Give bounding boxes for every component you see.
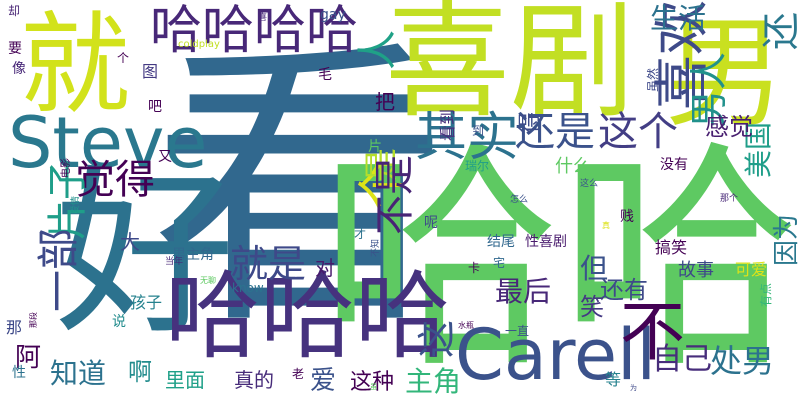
cloud-word: 可爱 xyxy=(735,260,768,279)
cloud-word: 不 xyxy=(620,295,686,370)
cloud-word: 故事 xyxy=(678,260,714,281)
cloud-word: 个 xyxy=(117,51,130,65)
cloud-word: 要 xyxy=(8,41,22,57)
cloud-word: 处男 xyxy=(710,342,775,380)
cloud-word: 卡 xyxy=(468,261,481,275)
cloud-word: 就 xyxy=(20,1,130,129)
cloud-word: 贱 xyxy=(620,209,634,225)
cloud-word: 孩子 xyxy=(130,293,163,312)
cloud-word: 不是 xyxy=(372,155,418,235)
cloud-word: 哈哈哈哈 xyxy=(150,1,359,61)
cloud-word: 性 xyxy=(12,365,26,381)
cloud-word: 瑞尔 xyxy=(465,159,490,173)
cloud-word: 没有 xyxy=(660,157,688,173)
cloud-word: 爱情 xyxy=(71,195,81,214)
cloud-word: 得 xyxy=(518,111,543,134)
cloud-word: 当年 xyxy=(165,257,184,267)
cloud-word: 搞笑 xyxy=(655,238,688,257)
cloud-word: 还 xyxy=(759,11,800,50)
cloud-word: 一直 xyxy=(505,324,530,338)
cloud-word: 其实 xyxy=(415,108,520,168)
cloud-word: 那个 xyxy=(720,194,739,204)
cloud-word: 真的 xyxy=(234,368,274,392)
cloud-word: 这个 xyxy=(598,109,678,155)
cloud-word: 虽然 xyxy=(646,67,660,92)
cloud-word: 哈哈哈 xyxy=(165,262,451,372)
cloud-word: 大 xyxy=(120,230,140,254)
cloud-word: 就是 xyxy=(230,242,307,286)
cloud-word: 那 xyxy=(6,318,23,337)
cloud-word: 但 xyxy=(580,252,609,285)
cloud-word: Steve xyxy=(8,102,208,184)
cloud-word: 自己 xyxy=(652,342,712,377)
cloud-word: 像 xyxy=(12,61,26,77)
cloud-word: 什么 xyxy=(555,156,591,177)
cloud-word: 感觉 xyxy=(705,113,753,141)
cloud-word: 男 xyxy=(665,5,785,144)
cloud-word: 一部 xyxy=(34,227,83,312)
cloud-word: 把 xyxy=(375,90,395,114)
cloud-word: 对 xyxy=(315,256,335,280)
cloud-word: 无聊 xyxy=(200,276,216,285)
cloud-word: 才 xyxy=(354,227,367,241)
cloud-word: 觉得 xyxy=(75,157,155,203)
cloud-word: 图 xyxy=(142,62,159,81)
cloud-word: 毛 xyxy=(318,67,332,83)
cloud-word: 等 xyxy=(605,370,622,389)
cloud-word: 这种 xyxy=(350,370,395,395)
cloud-word: 喜 xyxy=(258,13,268,23)
cloud-word: 笑 xyxy=(580,293,604,321)
cloud-word: coldplay xyxy=(178,39,220,50)
cloud-word: 因为 xyxy=(772,213,800,266)
cloud-word: 虽 xyxy=(370,383,377,391)
cloud-word: gay xyxy=(320,7,346,23)
cloud-word: 怎么 xyxy=(510,195,529,205)
cloud-word: 片 xyxy=(368,139,382,155)
cloud-word: 哈哈 xyxy=(319,120,800,400)
cloud-word: 人 xyxy=(355,30,401,70)
cloud-word: 里面 xyxy=(165,368,205,392)
cloud-word: 看到 xyxy=(438,108,457,141)
cloud-word: 喜剧 xyxy=(385,0,635,135)
cloud-word: 真 xyxy=(602,221,610,230)
cloud-word: 还有 xyxy=(600,276,648,304)
cloud-word: 电影 xyxy=(61,158,72,178)
cloud-word: know xyxy=(232,281,264,295)
cloud-word: 主角 xyxy=(405,365,462,398)
cloud-word: 为 xyxy=(630,384,637,392)
cloud-word: 还是 xyxy=(515,109,595,155)
cloud-word: 到 xyxy=(472,124,485,138)
cloud-word: 有点 xyxy=(759,282,773,307)
cloud-word: 这么 xyxy=(580,179,599,189)
cloud-word: 啊 xyxy=(128,358,152,386)
cloud-word: 吧 xyxy=(148,99,162,115)
cloud-word: 爱 xyxy=(310,366,337,396)
cloud-word: 好 xyxy=(55,150,236,359)
cloud-word: 说 xyxy=(112,314,126,330)
cloud-word: 不知 xyxy=(371,238,381,257)
cloud-word: 性喜剧 xyxy=(525,234,567,250)
cloud-word: Carell xyxy=(455,314,656,396)
cloud-word: 知道 xyxy=(50,357,107,390)
cloud-word: 宅 xyxy=(493,256,506,270)
cloud-word: 阿 xyxy=(15,343,42,373)
cloud-word: 呢 xyxy=(424,215,438,231)
cloud-word: 看 xyxy=(150,15,450,364)
cloud-word: 生活 xyxy=(650,2,707,35)
cloud-word: 水瓶 xyxy=(458,321,474,330)
cloud-word: 却 xyxy=(8,4,21,18)
cloud-word: 结尾 xyxy=(487,234,515,250)
cloud-word: 男主角 xyxy=(172,247,214,263)
cloud-word: 最后 xyxy=(495,275,552,308)
cloud-word: 那段 xyxy=(29,312,38,328)
cloud-word: 又 xyxy=(158,149,172,165)
cloud-word: 老 xyxy=(292,367,305,381)
cloud-word: 这 xyxy=(415,319,459,358)
